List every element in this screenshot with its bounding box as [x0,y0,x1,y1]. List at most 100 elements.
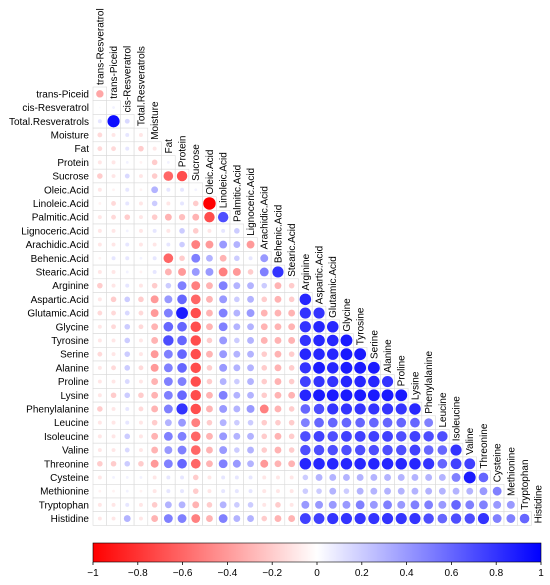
correlation-circle [178,501,186,509]
row-labels: trans-Piceid cis-Resveratrol Total.Resvera… [9,89,89,525]
correlation-circle [313,513,325,524]
correlation-circle [178,418,186,427]
correlation-circle [192,488,199,494]
correlation-circle [163,308,173,318]
correlation-circle [206,515,213,522]
correlation-circle [354,375,366,388]
correlation-circle [354,348,367,361]
correlation-circle [190,321,201,332]
correlation-circle [326,457,339,470]
correlation-circle [299,457,312,470]
correlation-circle [274,446,282,454]
correlation-circle [138,406,144,412]
correlation-circle [164,501,172,509]
correlation-circle [247,282,254,290]
correlation-circle [299,293,312,306]
column-label: Sucrose [191,144,202,181]
row-label: Serine [60,350,89,361]
correlation-circle [233,241,241,248]
correlation-circle [274,350,282,358]
correlation-circle [247,323,254,331]
correlation-circle [451,500,461,510]
correlation-circle [313,403,325,415]
correlation-circle [191,281,201,291]
correlation-circle [151,391,159,399]
correlation-circle [247,364,254,372]
correlation-circle [112,188,115,192]
correlation-circle [206,391,213,399]
correlation-circle [395,457,408,470]
correlation-circle [261,282,268,289]
correlation-circle [288,447,295,453]
correlation-circle [396,417,407,428]
correlation-circle [97,269,102,274]
row-label: Glycine [56,322,90,333]
correlation-circle [477,512,490,525]
correlation-circle [299,362,311,374]
correlation-circle [218,459,228,469]
correlation-circle [191,418,201,428]
correlation-circle [354,444,366,456]
correlation-circle [288,515,296,522]
correlation-circle [411,474,419,481]
correlation-circle [151,502,158,508]
correlation-circle [272,266,284,278]
row-label: Arginine [52,281,89,292]
correlation-circle [234,447,240,453]
correlation-circle [124,296,131,303]
correlation-circle [110,296,117,303]
correlation-circle [354,430,366,442]
correlation-circle [97,242,102,247]
correlation-circle [299,321,311,333]
correlation-circle [97,297,102,302]
correlation-circle [219,405,228,413]
correlation-circle [111,434,116,439]
correlation-circle [163,459,173,469]
correlation-circle [125,270,129,274]
correlation-circle [151,446,159,454]
correlation-circle [409,430,421,442]
correlation-circle [354,512,366,525]
correlation-circle [138,448,143,453]
correlation-circle [246,309,255,317]
correlation-circle [125,132,130,137]
correlation-circle [355,417,365,428]
correlation-circle [450,513,462,524]
row-label: Linoleic.Acid [33,199,89,210]
colorbar-ticks: −1 −0.8 −0.6 −0.4 −0.2 0 0.2 0.4 0.6 0.8 1 [87,562,544,579]
colorbar-tick-label: 0.6 [444,568,458,579]
correlation-circle [190,348,201,360]
correlation-circle [478,472,489,483]
correlation-circle [289,502,294,507]
correlation-circle [111,228,116,233]
correlation-circle [219,336,228,345]
correlation-circle [367,389,380,402]
correlation-circle [97,393,102,398]
correlation-circle [111,406,116,411]
correlation-circle [233,391,241,399]
correlation-circle [299,348,312,360]
column-label: Tryptophan [520,459,531,509]
correlation-circle [409,457,421,470]
correlation-circle [326,389,339,402]
correlation-circle [207,475,212,480]
correlation-circle [219,295,228,304]
row-label: Methionine [40,487,89,498]
correlation-circle [151,405,159,413]
correlation-circle [367,361,380,374]
correlation-circle [247,432,254,440]
correlation-circle [313,307,325,319]
correlation-circle [177,321,187,332]
correlation-circle [260,254,269,263]
correlation-circle [274,515,282,522]
correlation-circle [247,269,254,275]
correlation-circle [203,197,216,210]
correlation-circle [98,202,102,205]
column-label: trans-Piceid [109,46,120,99]
correlation-circle [97,132,103,138]
correlation-circle [111,146,116,152]
correlation-circle [151,282,158,289]
correlation-circle [194,188,198,192]
correlation-circle [369,500,378,509]
